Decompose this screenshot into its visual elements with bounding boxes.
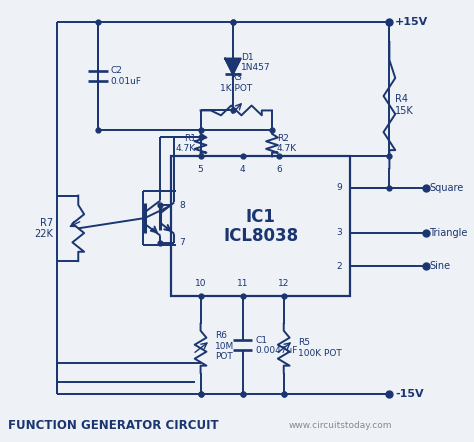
Bar — [171, 156, 350, 296]
Text: R3
1K POT: R3 1K POT — [220, 73, 253, 93]
Text: D1
1N457: D1 1N457 — [241, 53, 270, 72]
Text: R5
100K POT: R5 100K POT — [299, 339, 342, 358]
Text: 2: 2 — [337, 262, 342, 271]
Text: R2
4.7K: R2 4.7K — [277, 133, 297, 153]
Text: Sine: Sine — [429, 261, 451, 271]
Text: ICL8038: ICL8038 — [223, 227, 298, 245]
Text: R4
15K: R4 15K — [395, 94, 414, 116]
Text: -15V: -15V — [395, 389, 424, 399]
Text: Square: Square — [429, 183, 464, 193]
Text: R7
22K: R7 22K — [34, 217, 53, 239]
Text: 3: 3 — [337, 228, 342, 237]
Text: IC1: IC1 — [246, 208, 276, 225]
Text: 10: 10 — [195, 278, 206, 288]
Text: Triangle: Triangle — [429, 228, 468, 238]
Text: 12: 12 — [278, 278, 290, 288]
Text: FUNCTION GENERATOR CIRCUIT: FUNCTION GENERATOR CIRCUIT — [8, 419, 219, 432]
Text: 7: 7 — [179, 238, 185, 247]
Text: R6
10M
POT: R6 10M POT — [215, 332, 235, 361]
Text: www.circuitstoday.com: www.circuitstoday.com — [289, 421, 392, 430]
Text: 4: 4 — [240, 165, 246, 174]
Text: C1
0.0047uF: C1 0.0047uF — [255, 335, 298, 355]
Text: +15V: +15V — [395, 17, 428, 27]
Text: 5: 5 — [198, 165, 203, 174]
Polygon shape — [225, 59, 241, 74]
Text: C2
0.01uF: C2 0.01uF — [110, 66, 142, 86]
Text: 9: 9 — [337, 183, 342, 192]
Text: 11: 11 — [237, 278, 248, 288]
Text: R1
4.7K: R1 4.7K — [175, 133, 196, 153]
Text: 6: 6 — [276, 165, 282, 174]
Text: 8: 8 — [179, 201, 185, 210]
